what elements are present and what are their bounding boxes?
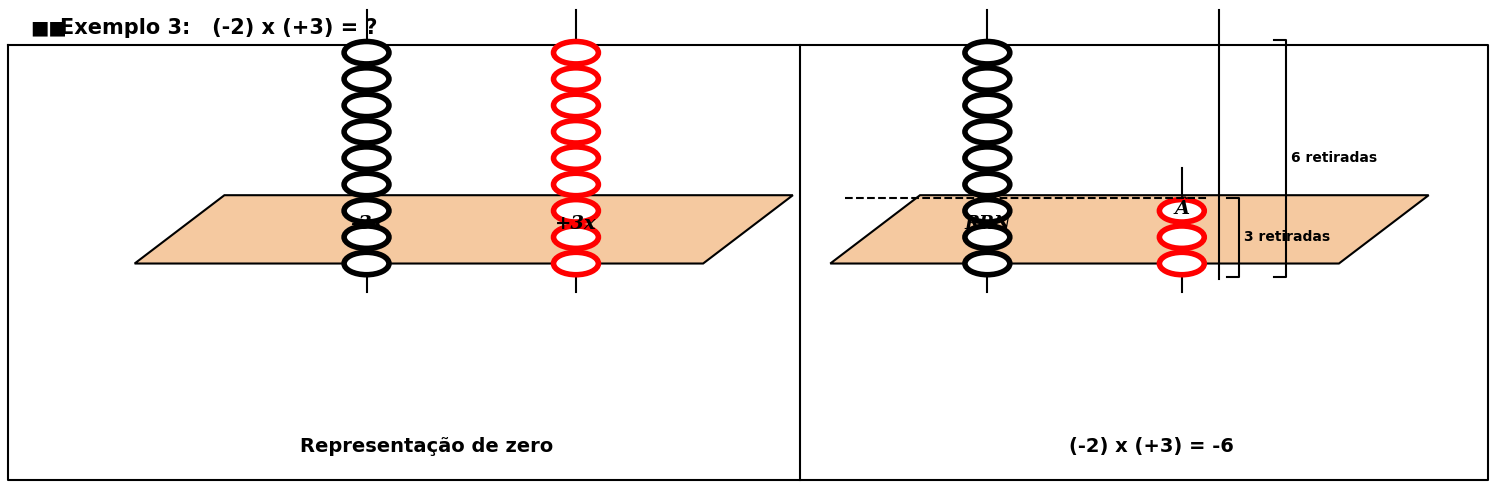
Text: +3x: +3x [555, 216, 597, 233]
Ellipse shape [344, 200, 389, 222]
Ellipse shape [1159, 200, 1204, 222]
Ellipse shape [554, 173, 598, 196]
Ellipse shape [965, 252, 1010, 275]
Ellipse shape [965, 200, 1010, 222]
Text: (-2) x (+3) = -6: (-2) x (+3) = -6 [1070, 437, 1234, 456]
Ellipse shape [344, 252, 389, 275]
Ellipse shape [554, 226, 598, 248]
Ellipse shape [554, 94, 598, 117]
Ellipse shape [344, 226, 389, 248]
Polygon shape [830, 195, 1429, 264]
Ellipse shape [554, 252, 598, 275]
Ellipse shape [965, 41, 1010, 64]
Text: RRN: RRN [963, 216, 1011, 233]
Ellipse shape [554, 41, 598, 64]
Ellipse shape [344, 68, 389, 90]
Ellipse shape [344, 94, 389, 117]
Text: ■■: ■■ [30, 18, 67, 37]
Polygon shape [135, 195, 793, 264]
Ellipse shape [344, 121, 389, 143]
Ellipse shape [1159, 252, 1204, 275]
Text: 6 retiradas: 6 retiradas [1291, 151, 1378, 165]
Ellipse shape [965, 173, 1010, 196]
Text: -3x: -3x [350, 216, 383, 233]
Ellipse shape [965, 226, 1010, 248]
Ellipse shape [965, 121, 1010, 143]
Ellipse shape [554, 200, 598, 222]
Ellipse shape [554, 147, 598, 169]
Ellipse shape [344, 41, 389, 64]
Text: Representação de zero: Representação de zero [299, 437, 554, 456]
Text: 3 retiradas: 3 retiradas [1245, 230, 1330, 244]
Ellipse shape [554, 68, 598, 90]
Ellipse shape [965, 68, 1010, 90]
Ellipse shape [344, 147, 389, 169]
Ellipse shape [1159, 226, 1204, 248]
Text: Exemplo 3:   (-2) x (+3) = ?: Exemplo 3: (-2) x (+3) = ? [60, 18, 377, 38]
Ellipse shape [554, 121, 598, 143]
Ellipse shape [965, 147, 1010, 169]
Ellipse shape [965, 94, 1010, 117]
Ellipse shape [344, 173, 389, 196]
Text: Â: Â [1174, 201, 1189, 219]
